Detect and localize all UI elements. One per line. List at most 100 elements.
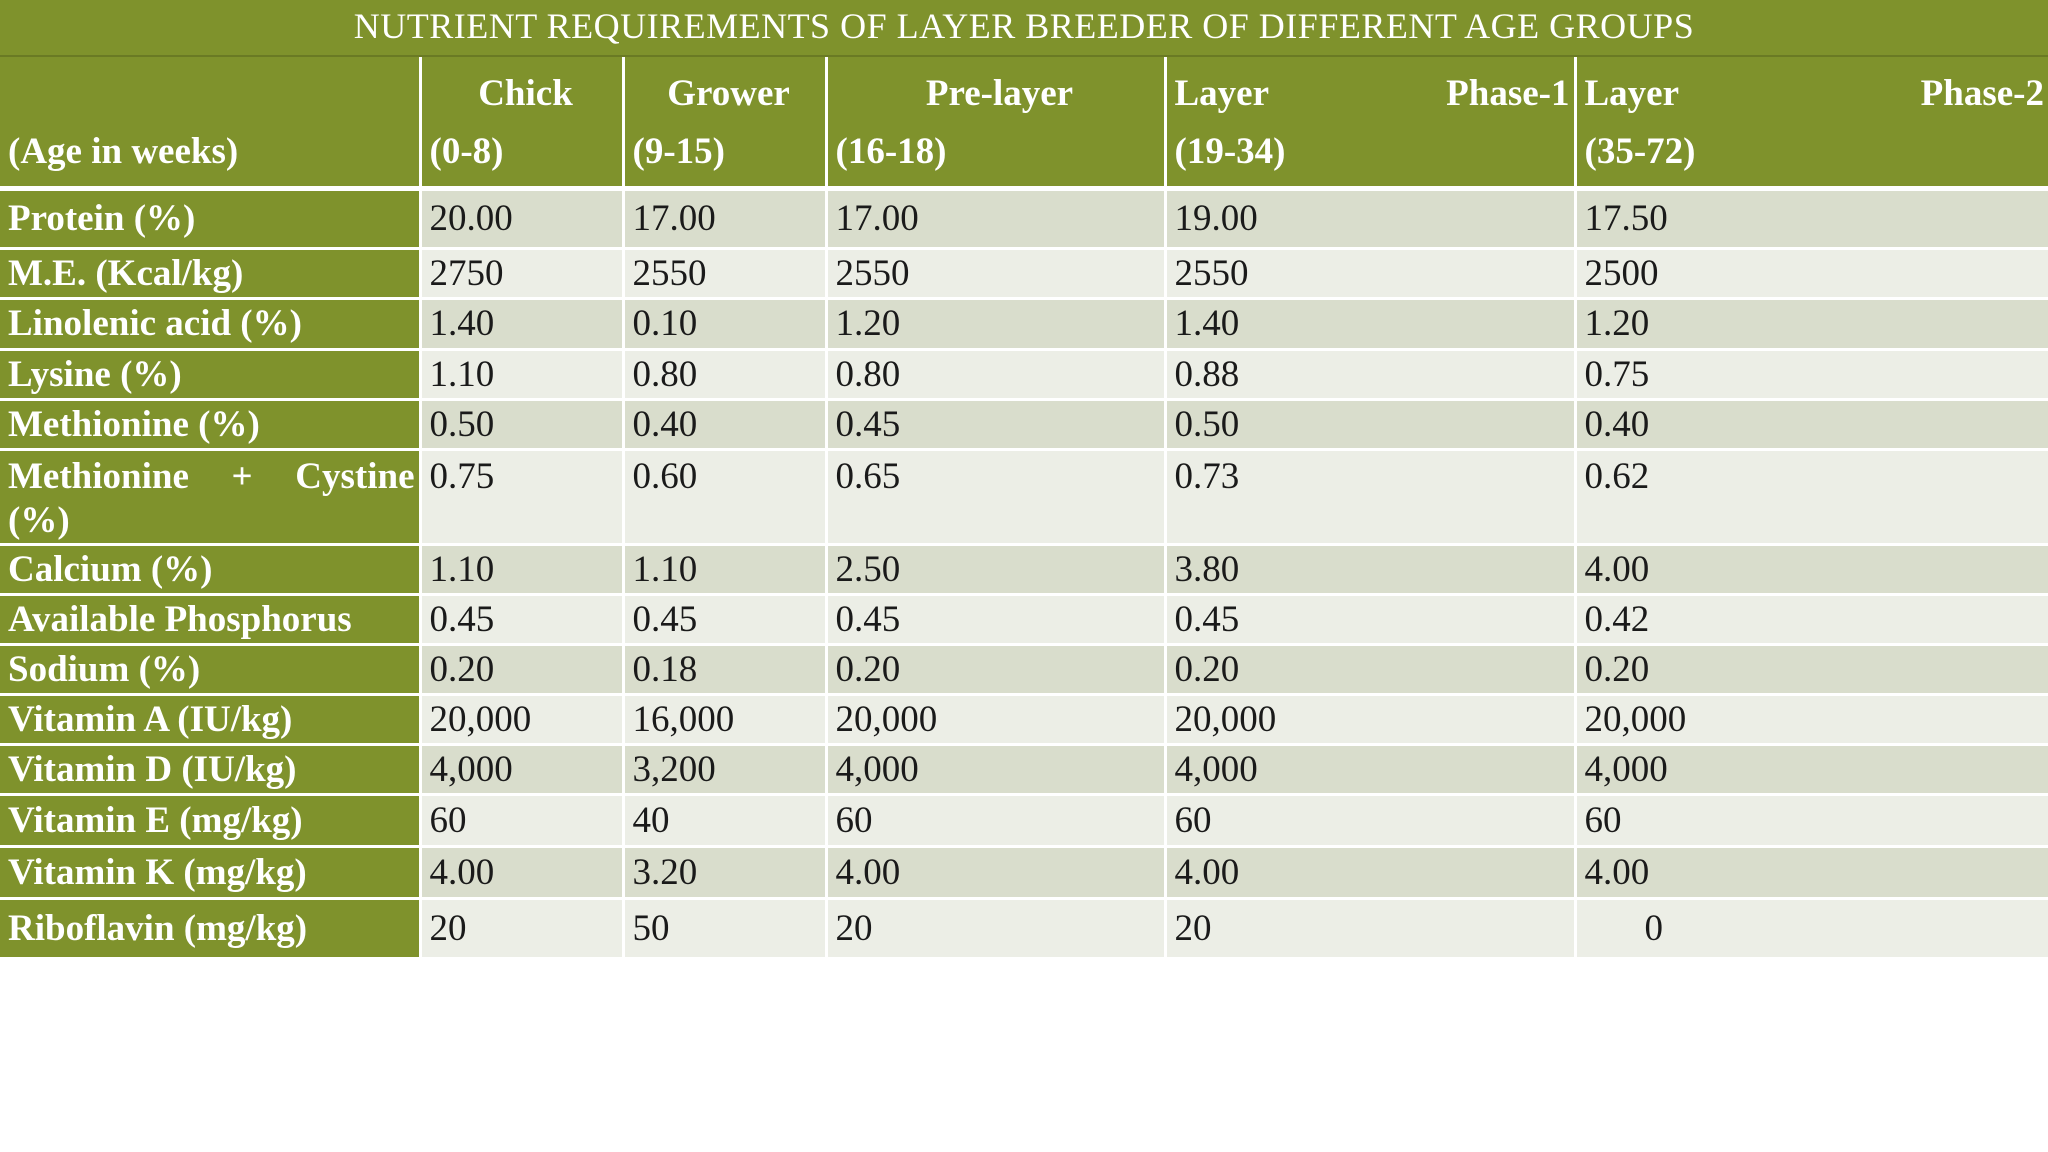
table-row: Vitamin D (IU/kg) 4,000 3,200 4,000 4,000 4,0… (0, 744, 2048, 796)
cell-value: 4,000 (826, 744, 1167, 796)
row-label: Sodium (%) (0, 644, 422, 696)
cell-value: 0.20 (420, 644, 625, 696)
header-layer-phase-1-phase: Phase-1 (1446, 73, 1570, 114)
cell-value: 20,000 (1165, 694, 1577, 746)
cell-value: 4.00 (1575, 846, 2048, 900)
table-row: Linolenic acid (%) 1.40 0.10 1.20 1.40 1.20 (0, 298, 2048, 351)
row-label: M.E. (Kcal/kg) (0, 248, 422, 300)
cell-value: 4.00 (420, 846, 625, 900)
cell-value: 60 (826, 794, 1167, 848)
table-row: Protein (%) 20.00 17.00 17.00 19.00 17.50 (0, 188, 2048, 250)
cell-value: 17.00 (623, 188, 828, 250)
table-row: Lysine (%) 1.10 0.80 0.80 0.88 0.75 (0, 349, 2048, 401)
cell-value: 3.80 (1165, 544, 1577, 596)
header-grower: Grower (9-15) (623, 57, 828, 191)
cell-value: 1.40 (420, 298, 625, 351)
nutrient-table: (Age in weeks) Chick (0-8) Grower (9-15)… (0, 57, 2048, 960)
cell-value: 0.20 (826, 644, 1167, 696)
row-label: Calcium (%) (0, 544, 422, 596)
row-label: Riboflavin (mg/kg) (0, 898, 422, 960)
row-label: Vitamin E (mg/kg) (0, 794, 422, 848)
cell-value: 1.40 (1165, 298, 1577, 351)
table-row: Vitamin A (IU/kg) 20,000 16,000 20,000 20,00… (0, 694, 2048, 746)
table-row: Available Phosphorus 0.45 0.45 0.45 0.45 0.42 (0, 594, 2048, 646)
cell-value: 0.50 (1165, 399, 1577, 451)
cell-value: 20 (826, 898, 1167, 960)
cell-value: 0.20 (1165, 644, 1577, 696)
row-label: Methionine + Cystine (%) (0, 449, 422, 546)
cell-value: 1.10 (623, 544, 828, 596)
table-row: Methionine + Cystine (%) 0.75 0.60 0.65 0.73… (0, 449, 2048, 546)
cell-value: 0.88 (1165, 349, 1577, 401)
cell-value: 4,000 (420, 744, 625, 796)
cell-value: 4,000 (1575, 744, 2048, 796)
table-row: Vitamin E (mg/kg) 60 40 60 60 60 (0, 794, 2048, 848)
table-row: Methionine (%) 0.50 0.40 0.45 0.50 0.40 (0, 399, 2048, 451)
cell-value: 40 (623, 794, 828, 848)
cell-value: 4.00 (1575, 544, 2048, 596)
cell-value: 0.20 (1575, 644, 2048, 696)
header-row: (Age in weeks) Chick (0-8) Grower (9-15)… (0, 57, 2048, 191)
cell-value: 0.50 (420, 399, 625, 451)
header-layer-phase-2-word: Layer (1584, 73, 1680, 114)
cell-value: 20 (420, 898, 625, 960)
cell-value: 0.45 (420, 594, 625, 646)
cell-value: 60 (1165, 794, 1577, 848)
table-title: NUTRIENT REQUIREMENTS OF LAYER BREEDER O… (0, 0, 2048, 57)
cell-value: 0.10 (623, 298, 828, 351)
cell-value: 0.75 (1575, 349, 2048, 401)
row-label: Available Phosphorus (0, 594, 422, 646)
table-row: Riboflavin (mg/kg) 20 50 20 20 0 (0, 898, 2048, 960)
cell-value: 60 (1575, 794, 2048, 848)
cell-value: 2500 (1575, 248, 2048, 300)
cell-value: 0.62 (1575, 449, 2048, 546)
cell-value: 17.50 (1575, 188, 2048, 250)
cell-value: 0.75 (420, 449, 625, 546)
cell-value: 19.00 (1165, 188, 1577, 250)
cell-value: 20 (1165, 898, 1577, 960)
header-pre-layer: Pre-layer (16-18) (826, 57, 1167, 191)
cell-value: 0.60 (623, 449, 828, 546)
cell-value: 2550 (826, 248, 1167, 300)
cell-value: 3.20 (623, 846, 828, 900)
header-layer-phase-2: Layer Phase-2 (35-72) (1575, 57, 2048, 191)
cell-value: 4,000 (1165, 744, 1577, 796)
cell-value: 0.40 (623, 399, 828, 451)
cell-value: 0.80 (623, 349, 828, 401)
row-label: Linolenic acid (%) (0, 298, 422, 351)
cell-value: 2750 (420, 248, 625, 300)
cell-value: 0.40 (1575, 399, 2048, 451)
table-body: Protein (%) 20.00 17.00 17.00 19.00 17.50 M.E.… (0, 188, 2048, 960)
cell-value: 0.45 (623, 594, 828, 646)
cell-value: 1.20 (826, 298, 1167, 351)
header-layer-phase-1-word: Layer (1174, 73, 1270, 114)
table-row: M.E. (Kcal/kg) 2750 2550 2550 2550 2500 (0, 248, 2048, 300)
row-label: Protein (%) (0, 188, 422, 250)
cell-value: 17.00 (826, 188, 1167, 250)
cell-value: 0.73 (1165, 449, 1577, 546)
row-label: Vitamin K (mg/kg) (0, 846, 422, 900)
cell-value: 20,000 (826, 694, 1167, 746)
row-label: Lysine (%) (0, 349, 422, 401)
table-row: Calcium (%) 1.10 1.10 2.50 3.80 4.00 (0, 544, 2048, 596)
cell-value: 60 (420, 794, 625, 848)
cell-value: 16,000 (623, 694, 828, 746)
cell-value: 50 (623, 898, 828, 960)
cell-value: 0.42 (1575, 594, 2048, 646)
cell-value: 0.45 (1165, 594, 1577, 646)
table-row: Vitamin K (mg/kg) 4.00 3.20 4.00 4.00 4.00 (0, 846, 2048, 900)
cell-value: 0.45 (826, 399, 1167, 451)
cell-value: 1.10 (420, 349, 625, 401)
cell-value: 2550 (623, 248, 828, 300)
row-label: Methionine (%) (0, 399, 422, 451)
cell-value: 0 (1575, 898, 2048, 960)
cell-value: 4.00 (1165, 846, 1577, 900)
cell-value: 1.20 (1575, 298, 2048, 351)
cell-value: 0.65 (826, 449, 1167, 546)
row-label: Vitamin A (IU/kg) (0, 694, 422, 746)
cell-value: 3,200 (623, 744, 828, 796)
cell-value: 2550 (1165, 248, 1577, 300)
header-layer-phase-2-phase: Phase-2 (1920, 73, 2044, 114)
row-label: Vitamin D (IU/kg) (0, 744, 422, 796)
cell-value: 1.10 (420, 544, 625, 596)
